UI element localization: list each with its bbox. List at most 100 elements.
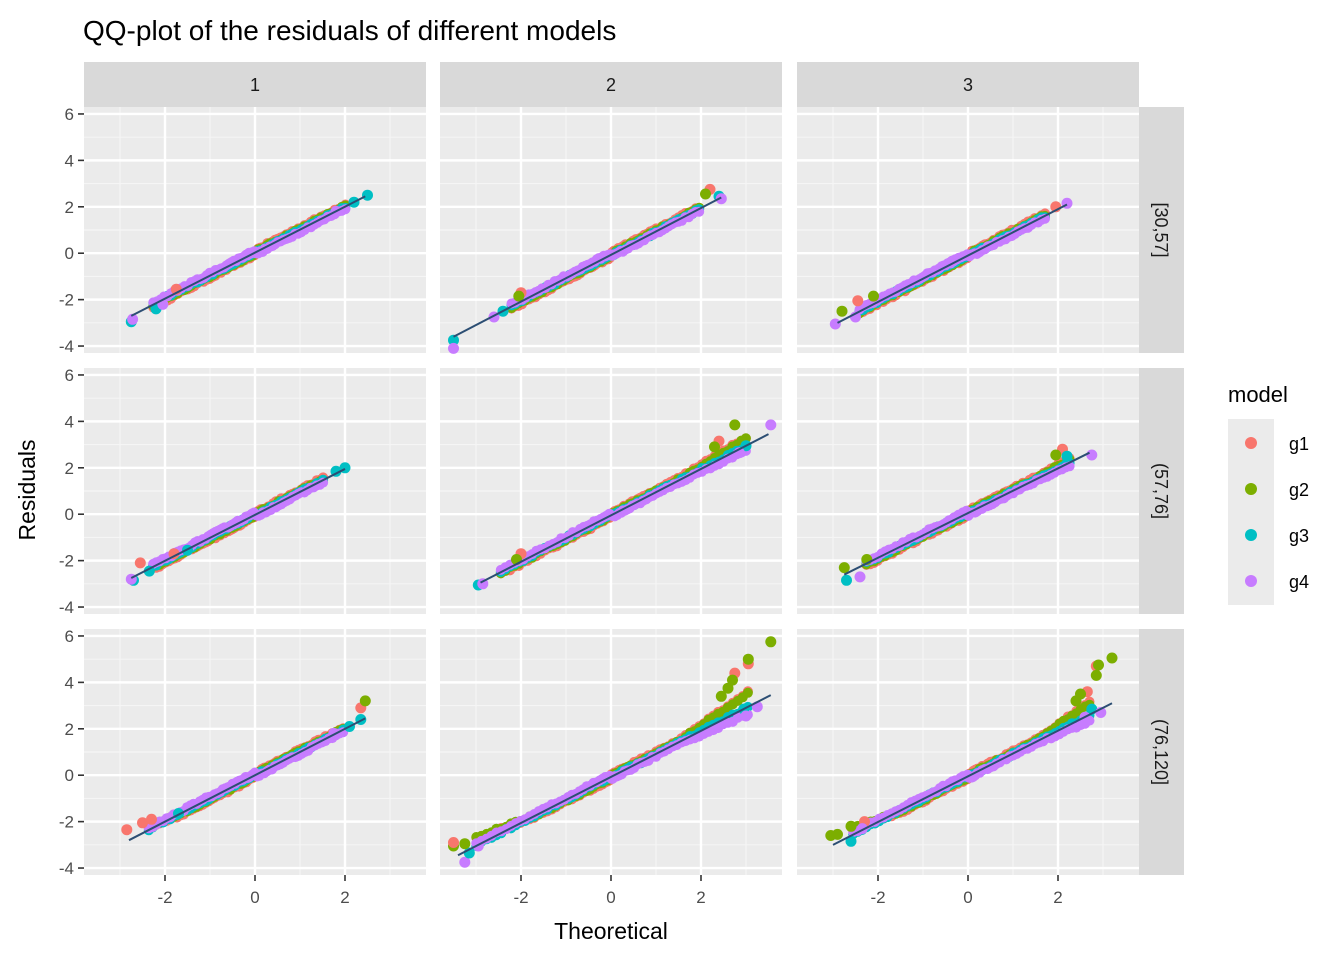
data-point-g2 [1106,652,1118,664]
data-point-g2 [727,674,738,686]
x-tick-label: -2 [157,888,172,907]
column-strip-label: 2 [606,75,616,95]
data-point-g2 [838,562,850,574]
data-point-g4 [127,313,139,325]
data-point-g2 [715,690,727,702]
panel-data [825,652,1118,847]
data-point-g1 [852,295,864,307]
legend-key-g2 [1245,483,1257,495]
data-point-g2 [742,653,754,665]
x-tick-label: -2 [870,888,885,907]
column-strips: 1 2 3 [84,62,1139,107]
y-tick-label: 4 [65,673,74,692]
row-strip [1139,629,1184,875]
y-tick-label: 6 [65,366,74,385]
data-point-g1 [168,548,180,560]
x-tick-label: -2 [513,888,528,907]
x-tick-label: 2 [1053,888,1062,907]
y-tick-label: -4 [59,859,74,878]
y-tick-label: 4 [65,151,74,170]
facet-panel [84,629,426,875]
facet-panel [797,107,1139,353]
data-point-g1 [146,813,157,825]
panel-data [472,419,777,591]
column-strip [84,62,426,107]
qq-reference-line [130,468,346,579]
legend-key-background [1228,419,1274,605]
data-point-g4 [318,477,329,488]
data-point-g2 [729,419,741,431]
data-point-g2 [742,687,753,698]
legend-key-g1 [1245,437,1257,449]
y-tick-label: 6 [65,105,74,124]
y-tick-label: 0 [65,766,74,785]
y-tick-label: 2 [65,720,74,739]
facet-panel [440,107,782,353]
data-point-g2 [1070,695,1082,707]
y-tick-label: -2 [59,552,74,571]
data-point-g2 [832,828,843,840]
x-axis-title: Theoretical [554,918,668,944]
x-tick-label: 0 [963,888,972,907]
panel-data [838,443,1098,586]
column-strip-label: 3 [963,75,973,95]
data-point-g2 [722,682,734,694]
legend-label-g3: g3 [1289,526,1309,546]
data-point-g2 [1050,449,1062,461]
legend: model g1 g2 g3 g4 [1228,382,1309,605]
data-point-g1 [448,837,459,848]
y-tick-label: 2 [65,198,74,217]
data-point-g4 [459,856,471,868]
data-point-g2 [513,290,525,302]
row-strip [1139,107,1184,353]
data-point-g2 [459,838,471,850]
facet-panels [84,107,1139,875]
y-tick-label: -2 [59,813,74,832]
data-point-g2 [1090,669,1102,681]
data-point-g2 [359,695,371,707]
x-tick-label: 2 [696,888,705,907]
panel-data [125,462,351,586]
data-point-g1 [134,557,146,569]
legend-label-g1: g1 [1289,434,1309,454]
data-point-g2 [868,290,879,302]
data-point-g2 [845,820,857,832]
data-point-g1 [121,824,133,836]
y-tick-label: 0 [65,244,74,263]
data-point-g2 [765,636,777,648]
data-point-g3 [1061,450,1073,462]
y-tick-label: -4 [59,598,74,617]
row-strips: [30,57] (57,76] (76,120] [1139,107,1184,875]
legend-label-g4: g4 [1289,572,1309,592]
panel-data [448,636,777,868]
x-tick-label: 0 [606,888,615,907]
data-point-g1 [137,817,148,829]
panel-data [829,197,1073,330]
y-tick-label: 4 [65,412,74,431]
data-point-g4 [740,710,752,722]
column-strip [797,62,1139,107]
qq-reference-line [130,195,366,317]
x-tick-label: 2 [340,888,349,907]
data-point-g3 [841,574,852,586]
y-tick-label: 2 [65,459,74,478]
column-strip [440,62,782,107]
data-point-g4 [1086,449,1098,461]
legend-title: model [1228,382,1288,407]
y-tick-label: 6 [65,627,74,646]
qq-reference-line [832,702,1113,846]
row-strip [1139,368,1184,614]
y-axes: -4 -2 0 2 4 6 -4 -2 0 2 4 6 -4 -2 0 2 4 6 [59,105,84,878]
legend-key-g3 [1245,529,1257,541]
qq-reference-line [128,717,366,842]
qq-reference-line [837,203,1068,324]
y-tick-label: 0 [65,505,74,524]
legend-label-g2: g2 [1289,480,1309,500]
data-point-g3 [845,835,857,847]
data-point-g3 [362,189,373,201]
panel-data [448,183,727,354]
row-strip-label: [30,57] [1151,202,1171,257]
panel-data [121,695,371,842]
row-strip-label: (57,76] [1151,463,1171,519]
